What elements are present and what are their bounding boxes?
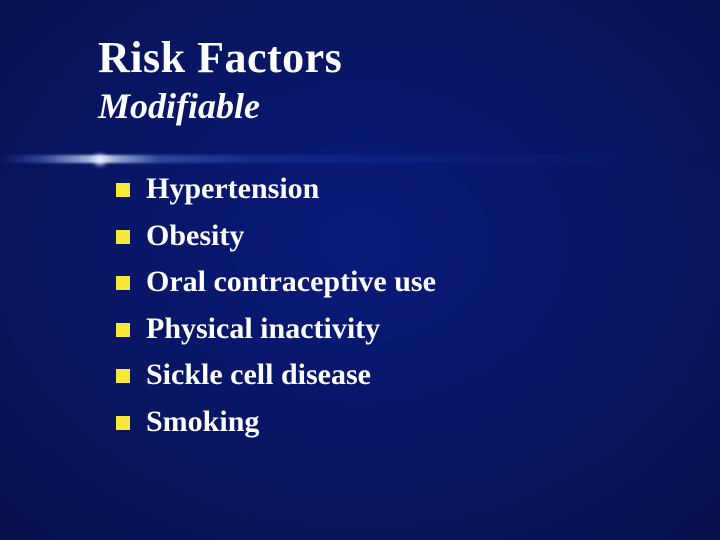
list-item: Physical inactivity: [116, 309, 680, 350]
bullet-text: Smoking: [146, 402, 259, 443]
bullet-square-icon: [116, 183, 130, 197]
bullet-square-icon: [116, 416, 130, 430]
slide-title: Risk Factors: [98, 32, 680, 83]
bullet-text: Hypertension: [146, 169, 319, 210]
bullet-text: Physical inactivity: [146, 309, 380, 350]
bullet-square-icon: [116, 276, 130, 290]
bullet-square-icon: [116, 369, 130, 383]
slide: Risk Factors Modifiable Hypertension Obe…: [0, 0, 720, 540]
slide-content: Risk Factors Modifiable Hypertension Obe…: [98, 32, 680, 448]
bullet-square-icon: [116, 323, 130, 337]
bullet-list: Hypertension Obesity Oral contraceptive …: [98, 169, 680, 442]
list-item: Hypertension: [116, 169, 680, 210]
slide-subtitle: Modifiable: [98, 85, 680, 127]
bullet-square-icon: [116, 230, 130, 244]
bullet-text: Sickle cell disease: [146, 355, 371, 396]
bullet-text: Obesity: [146, 216, 244, 257]
list-item: Smoking: [116, 402, 680, 443]
list-item: Oral contraceptive use: [116, 262, 680, 303]
list-item: Sickle cell disease: [116, 355, 680, 396]
list-item: Obesity: [116, 216, 680, 257]
bullet-text: Oral contraceptive use: [146, 262, 436, 303]
